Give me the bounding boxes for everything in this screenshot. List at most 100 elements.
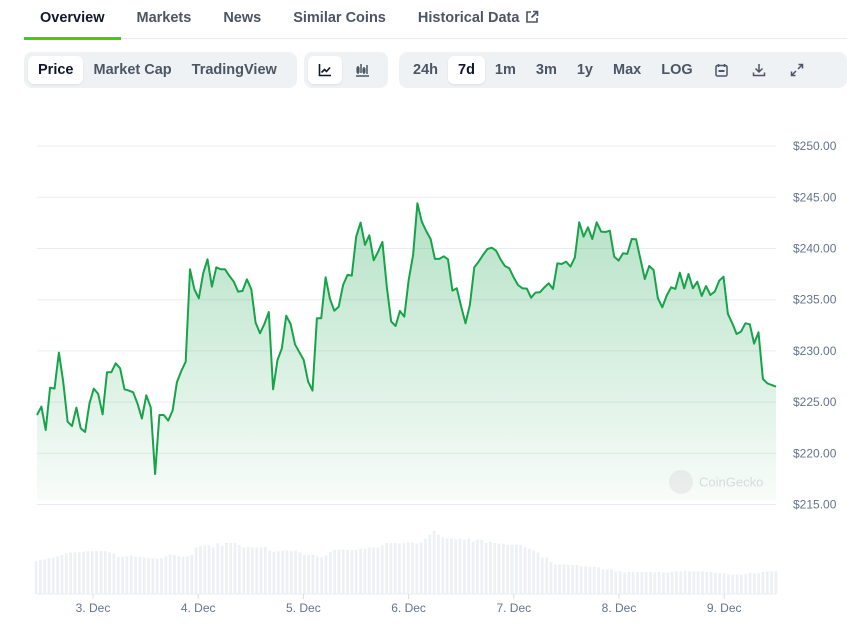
y-tick-label: $215.00 (793, 498, 837, 512)
log-scale-button[interactable]: LOG (661, 62, 693, 78)
fullscreen-button[interactable] (778, 56, 816, 84)
x-axis: 3. Dec 4. Dec 5. Dec 6. Dec 7. Dec 8. Dec 9. D… (37, 593, 776, 615)
range-1m-button[interactable]: 1m (494, 62, 516, 78)
volume-bar (207, 545, 211, 594)
y-tick-label: $220.00 (793, 446, 837, 460)
volume-bar (242, 547, 246, 594)
x-tick-label: 9. Dec (707, 601, 742, 615)
volume-bar (666, 572, 670, 594)
volume-bar (95, 551, 98, 594)
volume-bar (471, 541, 475, 594)
x-tick-label: 5. Dec (286, 601, 321, 615)
volume-bar (199, 546, 202, 594)
range-max-button[interactable]: Max (613, 62, 642, 78)
tab-similar-coins[interactable]: Similar Coins (277, 0, 402, 37)
volume-bar (129, 555, 133, 594)
volume-bar (536, 552, 540, 594)
volume-bar (337, 549, 341, 594)
range-24h-button[interactable]: 24h (413, 62, 438, 78)
tab-markets[interactable]: Markets (121, 0, 208, 37)
volume-bar (614, 571, 618, 594)
volume-bar (437, 534, 440, 594)
line-chart-button[interactable] (308, 56, 342, 84)
volume-bar (701, 571, 704, 594)
market-cap-button[interactable]: Market Cap (93, 62, 172, 78)
volume-bar (752, 573, 756, 594)
download-button[interactable] (740, 56, 778, 84)
volume-bar (588, 566, 592, 594)
range-3m-button[interactable]: 3m (535, 62, 557, 78)
volume-bar (592, 566, 596, 594)
volume-bar (359, 548, 362, 594)
volume-bar (627, 571, 631, 594)
tab-bar: Overview Markets News Similar Coins Hist… (24, 0, 847, 40)
volume-bar (726, 574, 730, 594)
volume-bar (328, 551, 332, 594)
volume-bar (372, 547, 375, 594)
date-picker-button[interactable] (703, 56, 740, 84)
volume-bar (281, 550, 285, 594)
candlestick-button[interactable] (342, 56, 382, 84)
volume-bar (675, 571, 678, 594)
volume-bar (770, 571, 774, 594)
volume-bar (692, 571, 696, 594)
volume-bar (424, 538, 427, 594)
volume-bar (545, 557, 549, 594)
volume-bar (350, 549, 354, 594)
range-7d-button[interactable]: 7d (448, 56, 485, 84)
volume-bar (333, 549, 336, 594)
volume-bar (657, 571, 661, 594)
volume-bar (142, 557, 146, 594)
x-tick-label: 6. Dec (391, 601, 426, 615)
y-tick-label: $230.00 (793, 344, 837, 358)
volume-bar (151, 558, 155, 594)
volume-bar (376, 547, 380, 594)
y-tick-label: $235.00 (793, 293, 837, 307)
volume-bar (506, 544, 510, 594)
tradingview-button[interactable]: TradingView (191, 62, 277, 78)
volume-bar (285, 550, 289, 594)
volume-bar (77, 551, 81, 594)
tab-label: Historical Data (417, 10, 520, 26)
volume-bar (484, 542, 488, 594)
price-line (36, 202, 777, 475)
price-button[interactable]: Price (28, 56, 84, 84)
volume-bar (112, 553, 116, 594)
volume-bar (558, 564, 562, 594)
volume-bar (341, 549, 345, 594)
volume-bar (268, 550, 272, 594)
volume-bar (69, 552, 73, 594)
volume-bar (696, 571, 700, 594)
volume-bar (765, 571, 769, 594)
tab-overview[interactable]: Overview (24, 0, 121, 40)
volume-bar (566, 565, 570, 594)
tab-historical-data[interactable]: Historical Data (402, 0, 556, 37)
volume-bar (463, 539, 466, 594)
volume-bar (99, 551, 103, 594)
x-tick-label: 3. Dec (76, 601, 111, 615)
coingecko-watermark: CoinGecko (669, 470, 763, 494)
x-tick-label: 4. Dec (181, 601, 216, 615)
y-tick-label: $245.00 (793, 190, 837, 204)
range-1y-button[interactable]: 1y (576, 62, 593, 78)
volume-bar (428, 534, 432, 594)
volume-bar (398, 543, 401, 594)
volume-bar (354, 549, 358, 594)
volume-bar (203, 545, 207, 594)
volume-bar (380, 545, 384, 594)
volume-bar (540, 557, 544, 594)
expand-icon (790, 63, 803, 77)
volume-bar (510, 544, 514, 594)
y-tick-label: $240.00 (793, 242, 837, 256)
volume-bar (272, 551, 276, 594)
volume-bar (450, 538, 453, 594)
tab-news[interactable]: News (207, 0, 277, 37)
volume-bar (367, 547, 371, 594)
tab-label: Markets (136, 10, 192, 26)
volume-bar (571, 565, 575, 594)
x-tick-label: 8. Dec (602, 601, 637, 615)
volume-bar (497, 543, 501, 594)
volume-bar (60, 554, 64, 594)
volume-bar (623, 572, 626, 594)
